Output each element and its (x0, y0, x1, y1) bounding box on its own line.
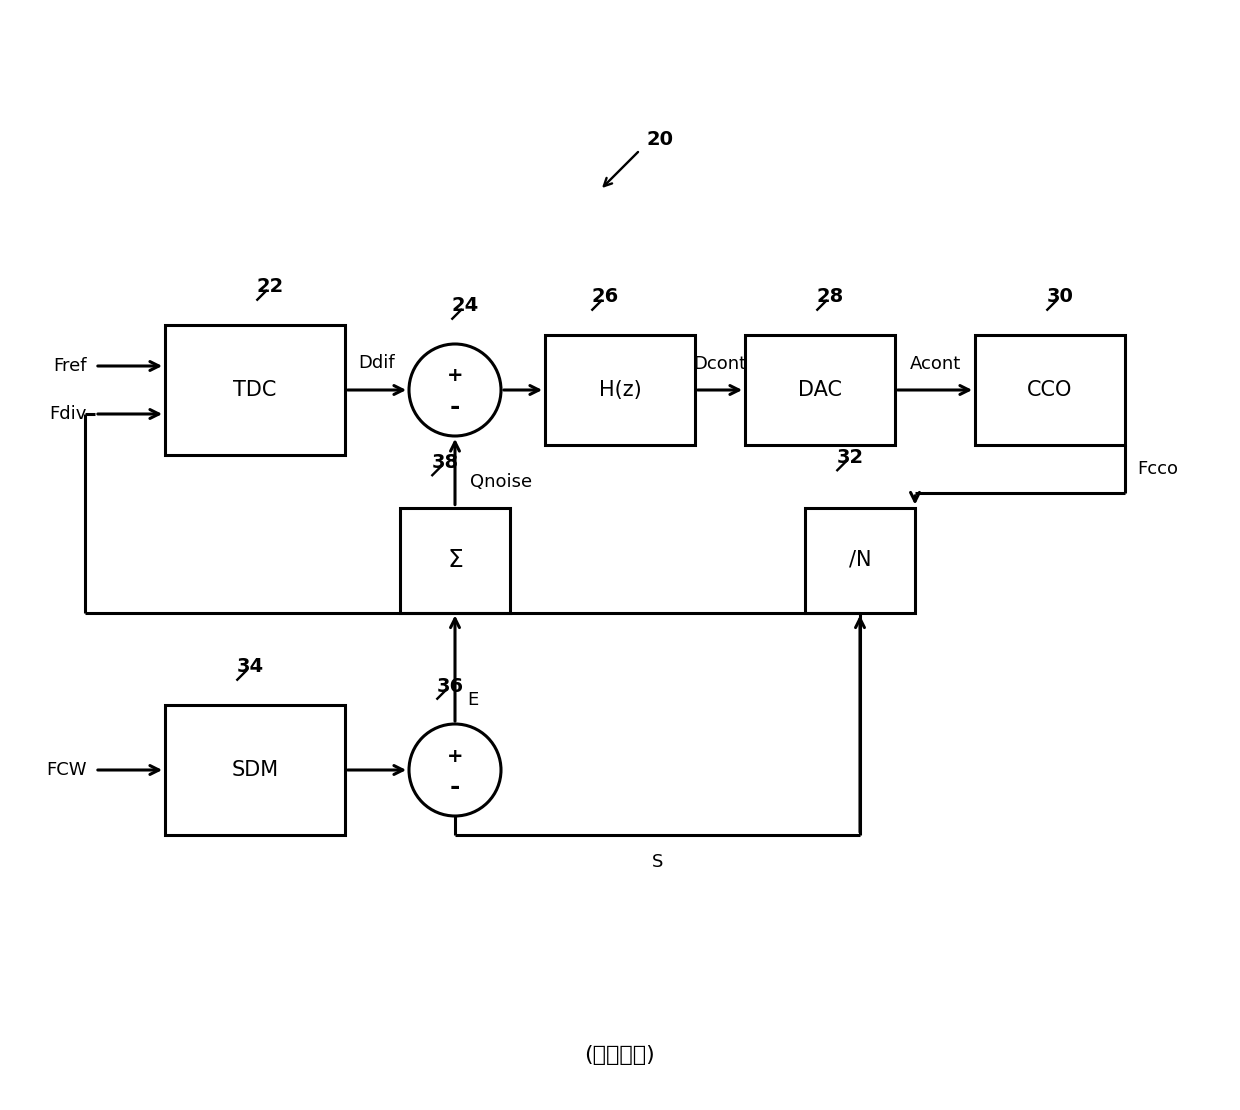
Text: Fcco: Fcco (1137, 460, 1178, 478)
Text: Ddif: Ddif (358, 354, 396, 372)
Text: (现有技术): (现有技术) (584, 1045, 656, 1064)
Text: Qnoise: Qnoise (470, 473, 532, 491)
Bar (165, 325, 345, 455)
Text: +: + (446, 366, 464, 385)
Text: /N: /N (848, 549, 872, 571)
Text: FCW: FCW (47, 761, 87, 779)
Text: 38: 38 (432, 453, 459, 472)
Text: 24: 24 (451, 296, 479, 315)
Text: Σ: Σ (448, 548, 463, 572)
Bar (165, 705, 345, 835)
Text: 26: 26 (591, 287, 619, 306)
Bar (546, 335, 694, 445)
Text: 28: 28 (816, 287, 843, 306)
Text: Acont: Acont (909, 355, 961, 373)
Text: 34: 34 (237, 657, 264, 676)
Text: 36: 36 (436, 676, 464, 696)
Text: +: + (446, 747, 464, 766)
Text: SDM: SDM (232, 760, 279, 780)
Text: Fdiv: Fdiv (50, 405, 87, 423)
Text: -: - (450, 395, 460, 418)
Text: 32: 32 (837, 448, 863, 467)
Bar (975, 335, 1125, 445)
Text: 20: 20 (646, 131, 673, 150)
Text: CCO: CCO (1027, 380, 1073, 400)
Bar (401, 507, 510, 613)
Text: S: S (652, 852, 663, 871)
Bar (745, 335, 895, 445)
Text: TDC: TDC (233, 380, 277, 400)
Text: H(z): H(z) (599, 380, 641, 400)
Text: -: - (450, 775, 460, 799)
Text: E: E (467, 692, 479, 709)
Text: 30: 30 (1047, 287, 1074, 306)
Text: Fref: Fref (53, 357, 87, 375)
Text: Dcont: Dcont (693, 355, 746, 373)
Bar (805, 507, 915, 613)
Text: 22: 22 (257, 278, 284, 296)
Text: DAC: DAC (799, 380, 842, 400)
